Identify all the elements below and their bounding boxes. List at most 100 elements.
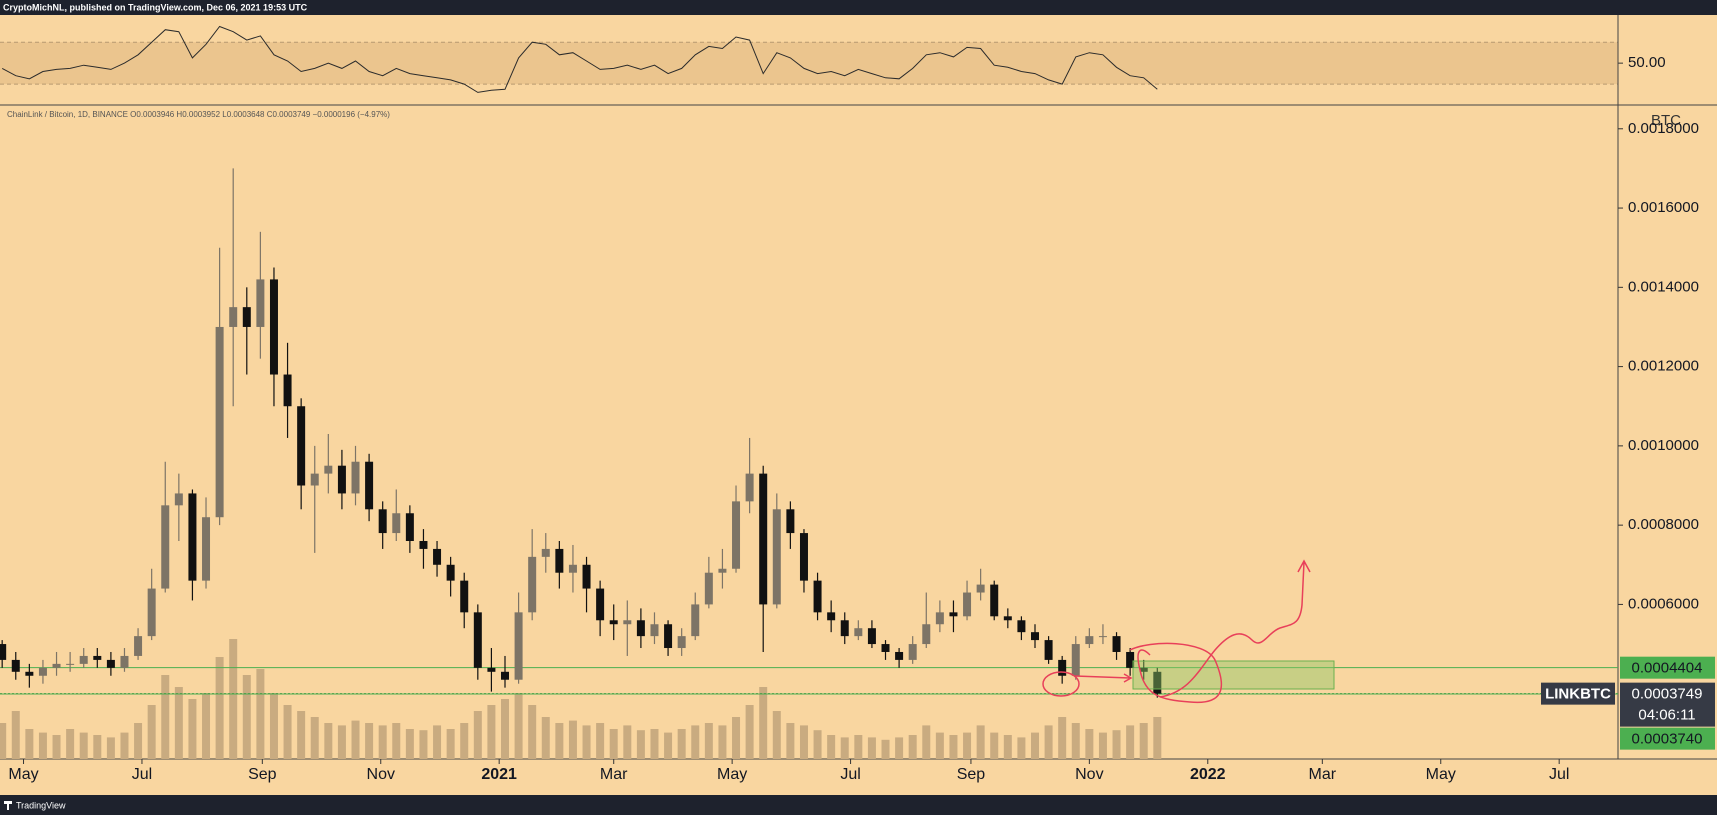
candle-body [1071,644,1080,676]
candle-body [1003,616,1012,621]
annotations [1042,559,1335,704]
candle-body [38,667,47,676]
candle-body [134,636,143,656]
candle-body [269,279,278,375]
volume-bar [786,723,795,759]
volume-bar [378,725,387,759]
candle-body [365,461,374,510]
candle-body [256,279,265,327]
volume-bar [568,720,577,759]
volume-bar [623,725,632,759]
candle-body [215,326,224,518]
price-tag [1620,682,1715,727]
candle-body [555,548,564,573]
volume-bar [324,723,333,759]
countdown: 04:06:11 [1638,707,1695,724]
candle-body [446,564,455,581]
candle-body [664,624,673,649]
volume-bar [1058,717,1067,759]
volume-bar [867,737,876,759]
candle-body [582,564,591,589]
volume-bar [405,729,414,759]
candle-body [283,374,292,407]
volume-bar [202,693,211,759]
candle-body [636,620,645,637]
volume-bar [1126,725,1135,759]
candle-body [922,624,931,645]
candle-body [1044,640,1053,660]
candle-body [337,465,346,494]
candle-body [813,580,822,613]
volume-bar [949,735,958,759]
candle-body [66,663,75,665]
candle-body [908,644,917,660]
y-tick-label: 0.0006000 [1628,595,1699,612]
volume-bar [881,739,890,759]
footer-logo [4,801,12,810]
x-tick-label: Sep [957,766,986,783]
volume-bar [229,639,238,759]
rsi-tick-label: 50.00 [1628,54,1666,71]
candle-body [827,612,836,621]
candle-body [93,655,102,660]
volume-bar [664,732,673,759]
candle-body [881,644,890,652]
volume-bar [895,737,904,759]
candle-body [174,493,183,506]
volume-bar [1044,725,1053,759]
volume-bar [650,729,659,759]
volume-bar [161,675,170,759]
y-tick-label: 0.0016000 [1628,199,1699,216]
candle-body [161,505,170,589]
volume-bar [922,725,931,759]
price-tag [1620,656,1715,679]
candle-body [677,636,686,649]
x-tick-label: Mar [1309,766,1337,783]
candle-body [392,513,401,534]
volume-bar [269,693,278,759]
volume-bar [1030,732,1039,759]
annotation-arrow [1074,673,1133,683]
candle-body [691,604,700,637]
volume-bar [120,732,129,759]
volume-bar [976,725,985,759]
candle-body [867,628,876,645]
candle-body [351,461,360,494]
volume-bar [1139,723,1148,759]
volume-bar [433,725,442,759]
volume-bar [528,705,537,759]
x-tick-label: Nov [1075,766,1103,783]
volume-bar [215,657,224,759]
volume-bar [827,735,836,759]
rsi-line [1,25,1158,93]
volume-bar [310,717,319,759]
header-bar [0,0,1717,15]
volume-bar [990,732,999,759]
candle-body [1098,636,1107,638]
volume-bar [38,732,47,759]
volume-bar [1098,732,1107,759]
volume-bar [52,735,61,759]
candle-body [704,572,713,605]
volume-bar [609,729,618,759]
candle-body [297,406,306,486]
x-tick-label: Nov [367,766,395,783]
y-tick-label: 0.0010000 [1628,437,1699,454]
volume-bar [1071,723,1080,759]
volume-bar [935,732,944,759]
y-tick-label: 0.0008000 [1628,516,1699,533]
candle-body [52,663,61,668]
volume-bar [908,735,917,759]
attribution: CryptoMichNL, published on TradingView.c… [3,2,308,12]
candle-body [990,584,999,617]
annotation-circle [1042,671,1080,697]
candle-body [935,612,944,625]
volume-bar [460,723,469,759]
candle-body [433,548,442,565]
volume-bar [174,687,183,759]
candle-body [79,655,88,664]
symbol-tag [1541,682,1615,705]
candle-body [0,644,7,660]
